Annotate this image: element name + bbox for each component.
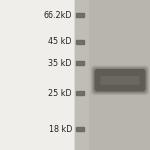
Bar [76,40,84,44]
FancyBboxPatch shape [91,66,149,95]
Bar [76,61,84,65]
FancyBboxPatch shape [94,69,146,92]
Bar [76,13,84,17]
Text: 18 kD: 18 kD [49,124,72,134]
Text: 66.2kD: 66.2kD [44,11,72,20]
Bar [76,91,84,95]
FancyBboxPatch shape [100,76,140,85]
Text: 25 kD: 25 kD [48,88,72,98]
Text: 45 kD: 45 kD [48,38,72,46]
Bar [75,0,150,150]
FancyBboxPatch shape [93,68,147,93]
FancyBboxPatch shape [92,67,148,94]
Bar [76,127,84,131]
Text: 35 kD: 35 kD [48,58,72,68]
Bar [75,0,88,150]
